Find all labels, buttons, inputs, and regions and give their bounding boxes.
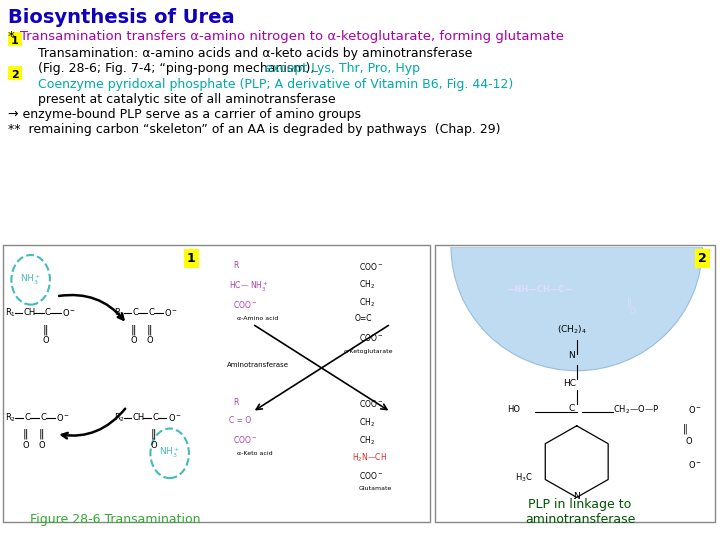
Text: O: O [150, 441, 157, 450]
Text: PLP in linkage to
aminotransferase: PLP in linkage to aminotransferase [525, 498, 635, 526]
FancyBboxPatch shape [3, 245, 430, 522]
Text: O$^-$: O$^-$ [56, 412, 71, 423]
Text: COO$^-$: COO$^-$ [359, 332, 383, 343]
Text: O$^-$: O$^-$ [62, 307, 76, 319]
Wedge shape [451, 247, 703, 370]
Text: COO$^-$: COO$^-$ [359, 470, 383, 481]
Text: C: C [568, 404, 575, 413]
Text: (Fig. 28-6; Fig. 7-4; “ping-pong mechanism),: (Fig. 28-6; Fig. 7-4; “ping-pong mechani… [26, 62, 318, 75]
Text: CH$_2$—O—P: CH$_2$—O—P [613, 403, 660, 415]
Text: O: O [630, 307, 636, 316]
Text: R$_2$: R$_2$ [114, 411, 125, 424]
Text: C = O: C = O [229, 416, 251, 425]
Text: NH$_3^+$: NH$_3^+$ [20, 273, 41, 287]
Text: present at catalytic site of all aminotransferase: present at catalytic site of all aminotr… [26, 93, 336, 106]
FancyBboxPatch shape [8, 32, 22, 46]
Text: ‖: ‖ [43, 324, 48, 335]
Text: H$_2$N—CH: H$_2$N—CH [353, 452, 387, 464]
Text: O: O [22, 441, 29, 450]
Text: C: C [153, 413, 158, 422]
Text: Aminotransferase: Aminotransferase [227, 362, 289, 368]
Text: 2: 2 [698, 252, 707, 265]
Text: ‖: ‖ [627, 296, 632, 307]
Text: **  remaining carbon “skeleton” of an AA is degraded by pathways  (Chap. 29): ** remaining carbon “skeleton” of an AA … [8, 123, 500, 136]
Text: except Lys, Thr, Pro, Hyp: except Lys, Thr, Pro, Hyp [265, 62, 420, 75]
Text: —NH—CH—C—: —NH—CH—C— [507, 285, 574, 294]
Text: H$_3$C: H$_3$C [516, 472, 533, 484]
FancyBboxPatch shape [435, 245, 715, 522]
Text: (CH$_2$)$_4$: (CH$_2$)$_4$ [557, 324, 588, 336]
Text: Coenzyme pyridoxal phosphate (PLP; A derivative of Vitamin B6, Fig. 44-12): Coenzyme pyridoxal phosphate (PLP; A der… [26, 78, 513, 91]
Text: R: R [233, 260, 238, 269]
Text: C: C [132, 308, 138, 318]
Text: ‖: ‖ [39, 429, 44, 440]
Text: CH$_2$: CH$_2$ [359, 434, 375, 447]
Text: O$^-$: O$^-$ [168, 412, 181, 423]
Text: Transamination: α-amino acids and α-keto acids by aminotransferase: Transamination: α-amino acids and α-keto… [26, 47, 472, 60]
Text: O: O [130, 336, 137, 345]
Text: ‖: ‖ [147, 324, 152, 335]
Text: Transamination transfers α-amino nitrogen to α-ketoglutarate, forming glutamate: Transamination transfers α-amino nitroge… [20, 30, 564, 43]
Text: C: C [40, 413, 46, 422]
Text: CH: CH [132, 413, 145, 422]
FancyBboxPatch shape [8, 66, 22, 80]
Text: O: O [685, 437, 693, 446]
Text: CH$_2$: CH$_2$ [359, 279, 375, 291]
Text: O=C: O=C [354, 314, 372, 323]
Text: R$_2$: R$_2$ [5, 411, 16, 424]
Text: O$^-$: O$^-$ [688, 459, 703, 470]
Text: O: O [146, 336, 153, 345]
Text: α-Ketoglutarate: α-Ketoglutarate [344, 349, 393, 354]
Text: R$_1$: R$_1$ [114, 307, 125, 319]
Text: HC: HC [563, 379, 576, 388]
Text: ‖: ‖ [22, 429, 28, 440]
Text: HO: HO [507, 405, 520, 414]
Text: COO$^-$: COO$^-$ [233, 434, 258, 445]
Text: → enzyme-bound PLP serve as a carrier of amino groups: → enzyme-bound PLP serve as a carrier of… [8, 108, 361, 121]
Text: Glutamate: Glutamate [359, 487, 392, 491]
Text: COO$^-$: COO$^-$ [359, 398, 383, 409]
Text: COO$^-$: COO$^-$ [359, 260, 383, 272]
Text: 2: 2 [11, 70, 19, 80]
Text: O: O [38, 441, 45, 450]
Text: Biosynthesis of Urea: Biosynthesis of Urea [8, 8, 235, 27]
Text: O: O [42, 336, 49, 345]
Text: *: * [8, 30, 19, 43]
Text: N: N [568, 352, 575, 360]
Text: Figure 28-6 Transamination: Figure 28-6 Transamination [30, 513, 200, 526]
Text: ‖: ‖ [151, 429, 156, 440]
Text: HC— NH$_3^+$: HC— NH$_3^+$ [229, 280, 269, 294]
Text: N: N [573, 491, 580, 501]
Text: C: C [24, 413, 30, 422]
Text: O$^-$: O$^-$ [164, 307, 179, 319]
Text: COO$^-$: COO$^-$ [233, 299, 258, 310]
Text: ‖: ‖ [683, 423, 688, 434]
Text: NH$_3^+$: NH$_3^+$ [159, 446, 180, 461]
Text: C: C [148, 308, 154, 318]
Text: CH$_2$: CH$_2$ [359, 416, 375, 429]
Text: O$^-$: O$^-$ [688, 404, 703, 415]
Text: R$_1$: R$_1$ [5, 307, 16, 319]
Text: CH$_2$: CH$_2$ [359, 296, 375, 309]
Text: ‖: ‖ [130, 324, 136, 335]
Text: 1: 1 [11, 36, 19, 46]
Text: CH: CH [23, 308, 35, 318]
Text: C: C [45, 308, 50, 318]
Text: α-Keto acid: α-Keto acid [238, 450, 273, 456]
Text: 1: 1 [186, 252, 195, 265]
Text: R: R [233, 398, 238, 407]
Text: α-Amino acid: α-Amino acid [238, 315, 279, 321]
